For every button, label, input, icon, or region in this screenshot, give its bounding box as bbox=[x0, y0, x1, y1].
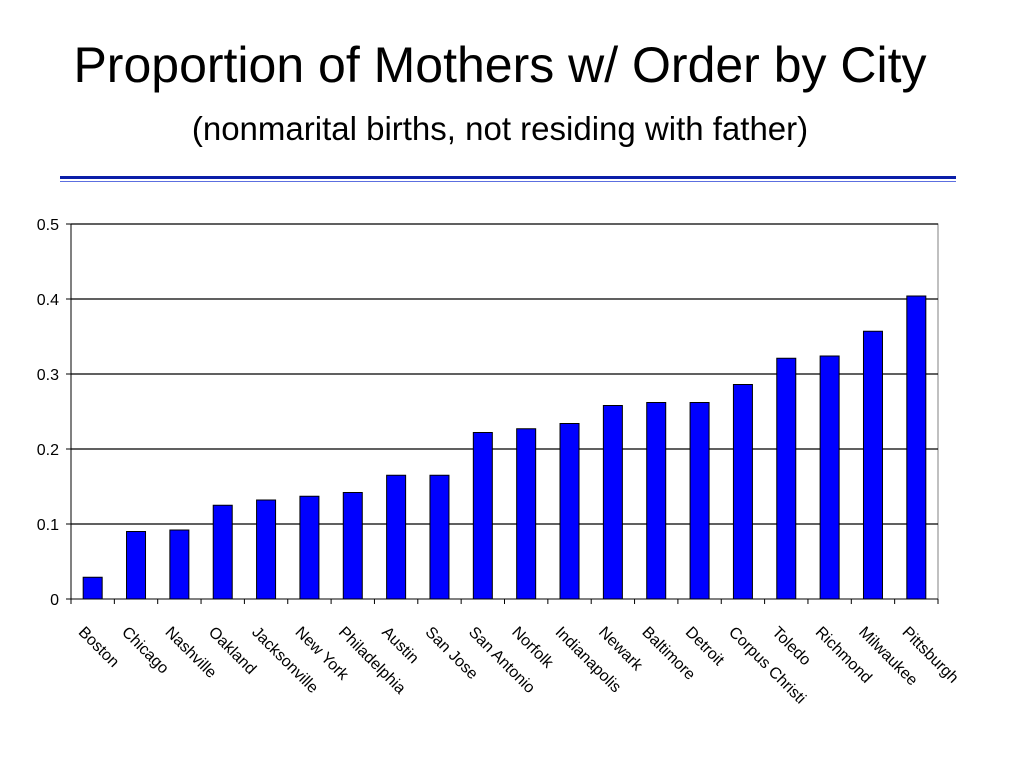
x-tick-label: Boston bbox=[75, 624, 122, 671]
bar bbox=[429, 474, 450, 600]
bar bbox=[732, 384, 753, 600]
bar bbox=[646, 402, 667, 600]
y-tick-label: 0.4 bbox=[37, 292, 59, 309]
y-tick-label: 0.1 bbox=[37, 517, 59, 534]
bar bbox=[212, 504, 233, 600]
bar bbox=[559, 423, 580, 600]
bar bbox=[82, 576, 103, 600]
bar bbox=[862, 330, 883, 600]
bar bbox=[602, 405, 623, 600]
title-rule-thin bbox=[60, 181, 956, 182]
bar bbox=[342, 492, 363, 600]
x-tick-label: Chicago bbox=[118, 624, 172, 678]
bar bbox=[516, 428, 537, 600]
bar bbox=[126, 531, 147, 600]
slide-subtitle: (nonmarital births, not residing with fa… bbox=[191, 110, 809, 147]
bar bbox=[776, 357, 797, 600]
bar bbox=[689, 402, 710, 600]
y-tick-label: 0.2 bbox=[37, 442, 59, 459]
bar bbox=[169, 529, 190, 600]
bar bbox=[472, 432, 493, 600]
x-tick-label: Corpus Christi bbox=[725, 624, 809, 708]
bar bbox=[906, 295, 927, 600]
bar bbox=[819, 355, 840, 600]
title-rule bbox=[60, 176, 956, 179]
plot-area bbox=[70, 223, 939, 600]
y-tick-label: 0.5 bbox=[37, 217, 59, 234]
bar bbox=[299, 495, 320, 600]
bar bbox=[386, 474, 407, 600]
y-tick-label: 0.3 bbox=[37, 367, 59, 384]
slide-title: Proportion of Mothers w/ Order by City bbox=[73, 37, 927, 93]
y-tick-label: 0 bbox=[50, 592, 59, 609]
bar bbox=[256, 499, 277, 600]
